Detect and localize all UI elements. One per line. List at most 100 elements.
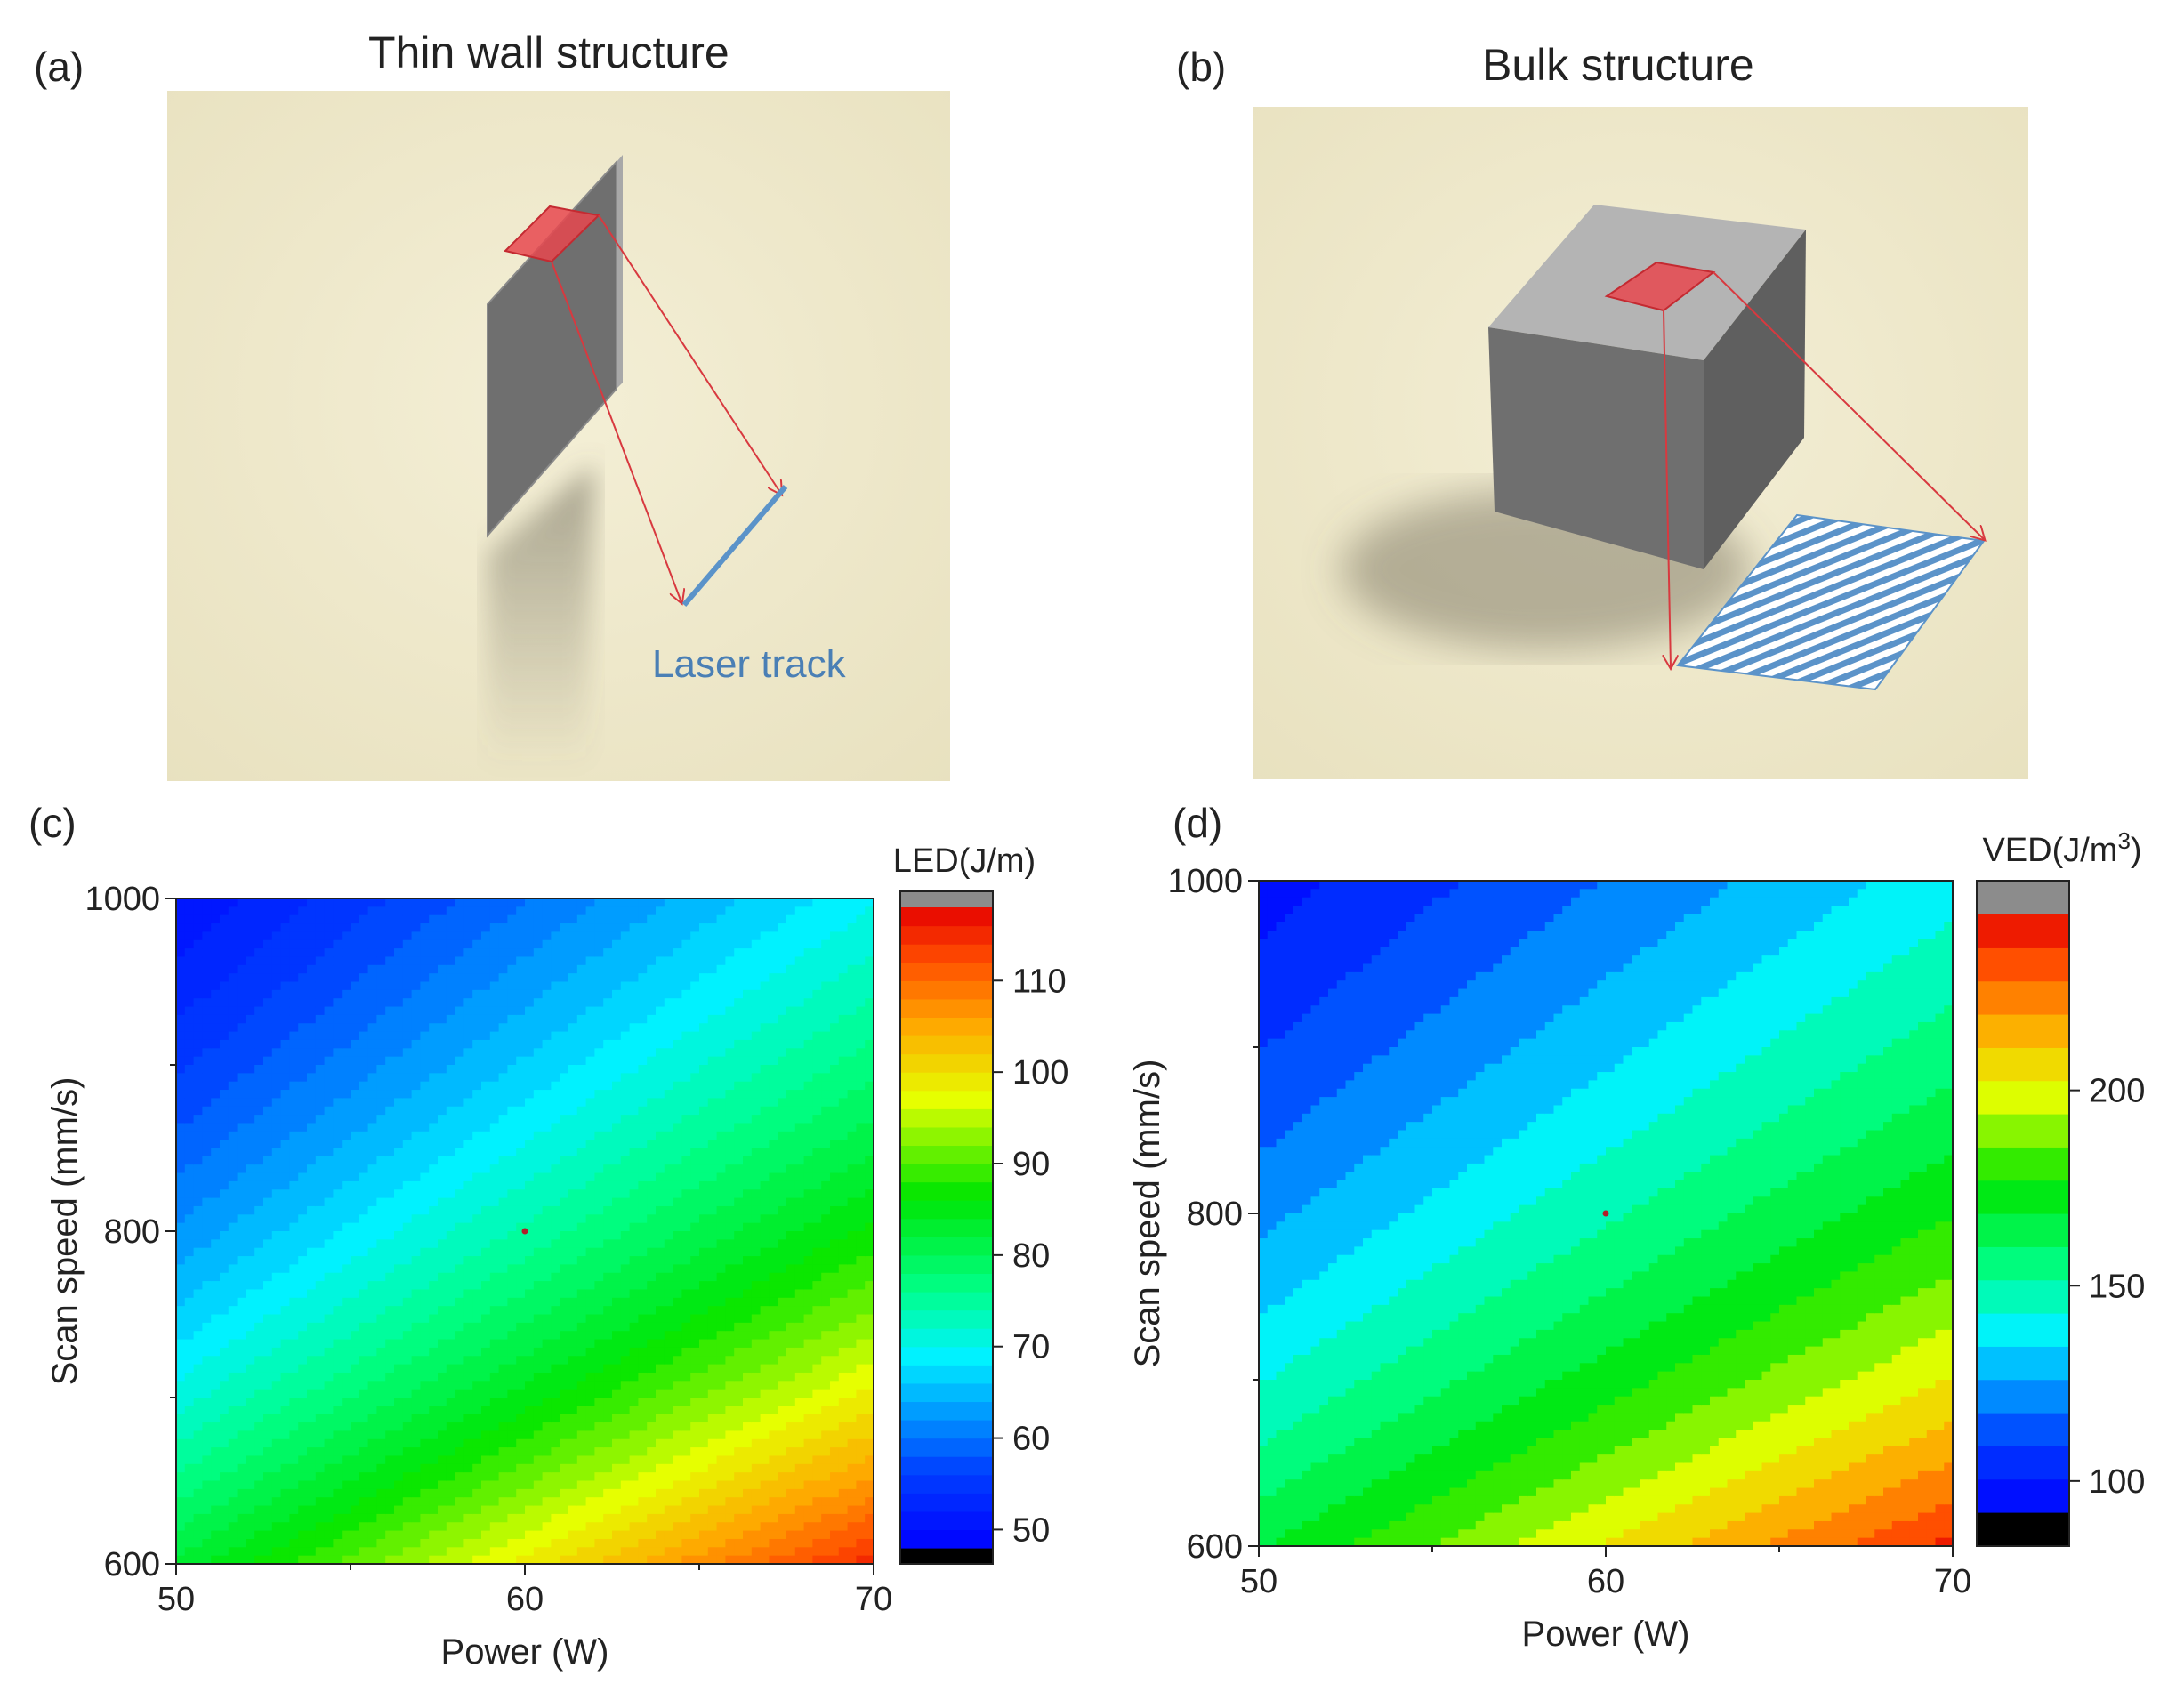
contour-cell xyxy=(707,1406,718,1415)
contour-cell xyxy=(315,1447,326,1457)
contour-cell xyxy=(307,1339,317,1349)
contour-cell xyxy=(315,956,326,966)
contour-cell xyxy=(228,931,238,941)
contour-cell xyxy=(402,1156,413,1165)
contour-cell xyxy=(402,1530,413,1540)
contour-cell xyxy=(656,1231,665,1240)
contour-cell xyxy=(620,1422,631,1431)
contour-cell xyxy=(551,939,560,949)
contour-cell xyxy=(271,1189,282,1199)
contour-cell xyxy=(394,964,404,974)
contour-cell xyxy=(612,1297,622,1307)
contour-cell xyxy=(498,1381,508,1390)
contour-cell xyxy=(289,1264,299,1274)
contour-cell xyxy=(576,1106,587,1116)
contour-cell xyxy=(568,1231,578,1240)
contour-cell xyxy=(603,1306,613,1316)
contour-cell xyxy=(673,1381,682,1390)
contour-cell xyxy=(620,1214,631,1224)
contour-cell xyxy=(542,1264,552,1274)
contour-cell xyxy=(481,948,491,958)
contour-cell xyxy=(176,914,186,924)
contour-cell xyxy=(576,1140,587,1149)
contour-cell xyxy=(298,981,308,991)
contour-cell xyxy=(620,1264,631,1274)
contour-cell xyxy=(351,1148,360,1157)
contour-cell xyxy=(298,1372,308,1382)
contour-cell xyxy=(367,1256,377,1265)
contour-cell xyxy=(411,1023,421,1033)
contour-cell xyxy=(202,1156,212,1165)
contour-cell xyxy=(246,1463,255,1473)
contour-cell xyxy=(420,1272,430,1282)
contour-cell xyxy=(463,1513,473,1523)
contour-cell xyxy=(568,1530,578,1540)
contour-cell xyxy=(664,1339,674,1349)
contour-cell xyxy=(402,1131,413,1140)
contour-cell xyxy=(463,1364,473,1374)
contour-cell xyxy=(211,898,221,907)
contour-cell xyxy=(638,1031,648,1041)
contour-cell xyxy=(438,1222,447,1232)
contour-cell xyxy=(681,1339,691,1349)
contour-cell xyxy=(220,1156,230,1165)
contour-cell xyxy=(228,1264,238,1274)
contour-cell xyxy=(551,1081,560,1091)
contour-cell xyxy=(438,914,447,924)
contour-cell xyxy=(176,1438,186,1448)
contour-cell xyxy=(193,1381,203,1390)
contour-cell xyxy=(429,1222,439,1232)
contour-cell xyxy=(211,981,221,991)
contour-cell xyxy=(446,923,456,932)
contour-cell xyxy=(263,1480,273,1490)
contour-cell xyxy=(576,981,587,991)
contour-cell xyxy=(585,1272,595,1282)
contour-cell xyxy=(664,1081,674,1091)
contour-cell xyxy=(220,1455,230,1465)
contour-cell xyxy=(707,931,718,941)
contour-cell xyxy=(402,989,413,999)
contour-cell xyxy=(620,1197,631,1207)
contour-cell xyxy=(560,1006,569,1016)
contour-cell xyxy=(463,1115,473,1124)
contour-cell xyxy=(385,1256,395,1265)
contour-cell xyxy=(315,1455,326,1465)
contour-cell xyxy=(707,998,718,1008)
contour-cell xyxy=(342,1372,351,1382)
contour-cell xyxy=(568,1522,578,1532)
contour-cell xyxy=(237,1281,246,1291)
contour-cell xyxy=(603,1106,613,1116)
contour-cell xyxy=(629,1472,639,1482)
contour-cell xyxy=(307,1331,317,1341)
contour-cell xyxy=(664,898,674,907)
contour-cell xyxy=(542,923,552,932)
contour-cell xyxy=(176,1430,186,1440)
contour-cell xyxy=(463,1463,473,1473)
contour-cell xyxy=(333,1239,343,1249)
contour-cell xyxy=(603,1148,613,1157)
contour-cell xyxy=(498,1115,508,1124)
contour-cell xyxy=(228,1289,238,1299)
contour-cell xyxy=(551,1239,560,1249)
contour-cell xyxy=(385,1547,395,1557)
contour-cell xyxy=(193,1289,203,1299)
contour-cell xyxy=(498,1205,508,1215)
contour-cell xyxy=(533,1023,544,1033)
contour-cell xyxy=(263,1256,273,1265)
contour-cell xyxy=(385,1406,395,1415)
contour-cell xyxy=(193,948,203,958)
contour-cell xyxy=(673,1048,682,1058)
contour-cell xyxy=(254,1513,264,1523)
contour-cell xyxy=(315,1164,326,1174)
contour-cell xyxy=(324,1098,334,1108)
contour-cell xyxy=(638,1306,648,1316)
contour-cell xyxy=(699,1256,709,1265)
contour-cell xyxy=(498,1372,508,1382)
contour-cell xyxy=(376,914,386,924)
contour-cell xyxy=(263,989,273,999)
contour-cell xyxy=(446,1065,456,1074)
contour-cell xyxy=(342,1023,351,1033)
contour-cell xyxy=(638,923,648,932)
contour-cell xyxy=(420,1023,430,1033)
contour-cell xyxy=(699,1164,709,1174)
